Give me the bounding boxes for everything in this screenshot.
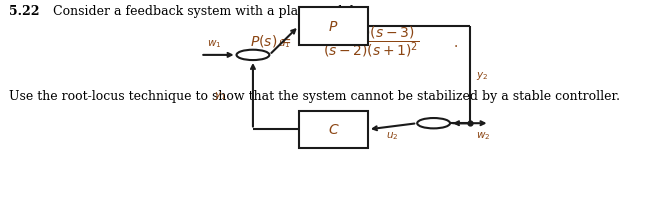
- Text: $u_1$: $u_1$: [278, 38, 290, 49]
- Circle shape: [237, 50, 269, 61]
- Text: $\dfrac{(s-1)(s-3)}{(s-2)(s+1)^2}$: $\dfrac{(s-1)(s-3)}{(s-2)(s+1)^2}$: [323, 24, 419, 59]
- Bar: [299, 8, 368, 45]
- Text: .: .: [453, 36, 457, 50]
- Text: 5.22: 5.22: [9, 5, 39, 18]
- Text: $y_2$: $y_2$: [476, 69, 489, 81]
- Text: Consider a feedback system with a plant model: Consider a feedback system with a plant …: [49, 5, 354, 18]
- Text: $-$: $-$: [224, 49, 233, 59]
- Text: $w_2$: $w_2$: [476, 130, 490, 142]
- Text: Use the root-locus technique to show that the system cannot be stabilized by a s: Use the root-locus technique to show tha…: [9, 90, 620, 103]
- Text: $u_2$: $u_2$: [386, 130, 399, 142]
- Text: $P$: $P$: [328, 20, 338, 34]
- Text: $y_1$: $y_1$: [214, 89, 227, 101]
- Text: $P(s) =$: $P(s) =$: [250, 33, 291, 49]
- Text: $w_1$: $w_1$: [207, 38, 221, 49]
- Circle shape: [417, 118, 450, 129]
- Text: $C$: $C$: [328, 123, 339, 137]
- Bar: [299, 111, 368, 148]
